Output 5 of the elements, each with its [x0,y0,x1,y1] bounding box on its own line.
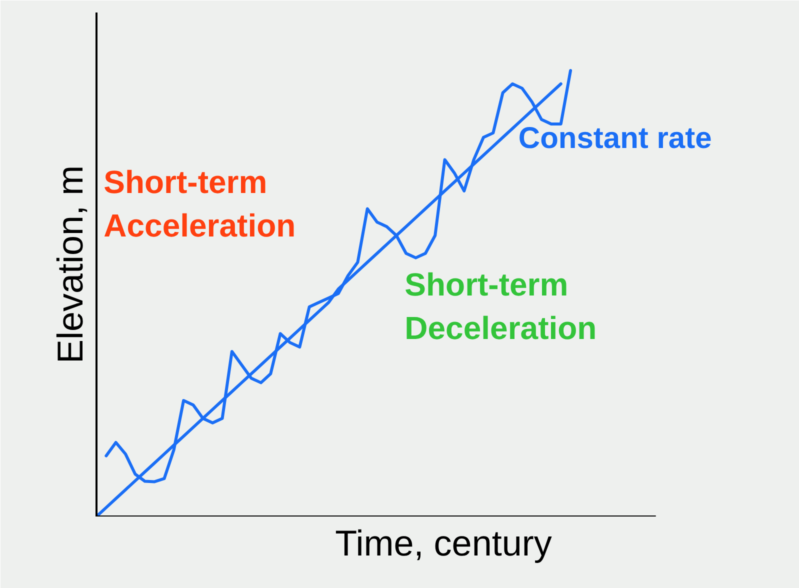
annotation: Short-term Acceleration [104,164,296,244]
series-label: Constant rate [518,122,712,156]
annotation: Short-term Deceleration [404,266,597,346]
x-axis-title: Time, century [335,522,552,564]
y-axis-title: Elevation, m [50,165,90,364]
